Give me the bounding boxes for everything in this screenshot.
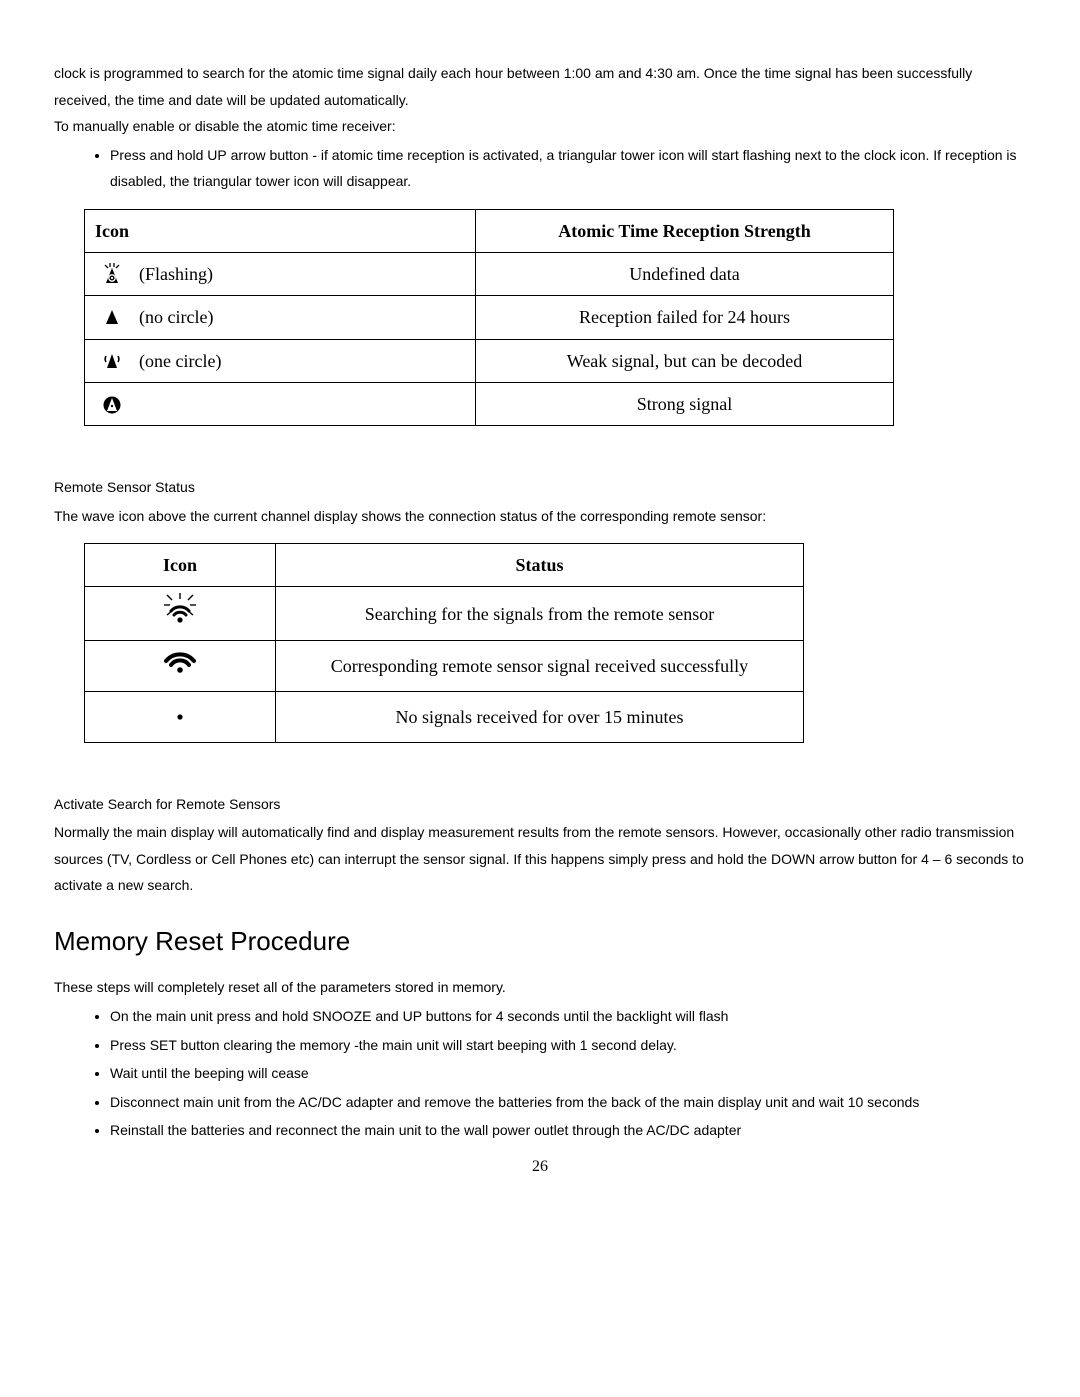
table-row: (Flashing) Undefined data bbox=[85, 253, 894, 296]
text-snooze: SNOOZE bbox=[312, 1008, 371, 1024]
text-up: UP bbox=[403, 1008, 422, 1024]
cell: No signals received for over 15 minutes bbox=[276, 691, 804, 742]
cell: Reception failed for 24 hours bbox=[476, 296, 894, 339]
text-up: UP bbox=[207, 147, 226, 163]
cell: Strong signal bbox=[476, 382, 894, 425]
paragraph: clock is programmed to search for the at… bbox=[54, 60, 1026, 113]
icon-note: (Flashing) bbox=[139, 257, 213, 291]
atomic-reception-table: Icon Atomic Time Reception Strength bbox=[84, 209, 894, 426]
table-row: (one circle) Weak signal, but can be dec… bbox=[85, 339, 894, 382]
list-item: Reinstall the batteries and reconnect th… bbox=[110, 1117, 1026, 1144]
list-item: Press and hold UP arrow button - if atom… bbox=[110, 142, 1026, 195]
text-down: DOWN bbox=[771, 851, 815, 867]
table-row: Corresponding remote sensor signal recei… bbox=[85, 641, 804, 691]
tower-flashing-icon bbox=[99, 263, 125, 285]
table-header: Status bbox=[276, 544, 804, 587]
text: On the main unit press and hold bbox=[110, 1008, 312, 1024]
tower-onecircle-icon bbox=[99, 351, 125, 371]
cell: Corresponding remote sensor signal recei… bbox=[276, 641, 804, 691]
text: button clearing the memory -the main uni… bbox=[177, 1037, 677, 1053]
wave-none-icon bbox=[153, 699, 207, 723]
text-set: SET bbox=[150, 1037, 177, 1053]
table-header: Icon bbox=[85, 544, 276, 587]
list-item: Press SET button clearing the memory -th… bbox=[110, 1032, 1026, 1059]
cell: Undefined data bbox=[476, 253, 894, 296]
tower-strong-icon bbox=[99, 394, 125, 414]
text: Press and hold bbox=[110, 147, 207, 163]
paragraph: The wave icon above the current channel … bbox=[54, 503, 1026, 530]
subheading: Remote Sensor Status bbox=[54, 474, 1026, 501]
remote-sensor-table: Icon Status bbox=[84, 543, 804, 743]
page-number: 26 bbox=[54, 1152, 1026, 1182]
paragraph: To manually enable or disable the atomic… bbox=[54, 113, 1026, 140]
table-row: Strong signal bbox=[85, 382, 894, 425]
list-item: Disconnect main unit from the AC/DC adap… bbox=[110, 1089, 1026, 1116]
paragraph: Normally the main display will automatic… bbox=[54, 819, 1026, 899]
table-header: Atomic Time Reception Strength bbox=[476, 209, 894, 252]
text: Press bbox=[110, 1037, 150, 1053]
table-header: Icon bbox=[85, 209, 476, 252]
icon-note: (one circle) bbox=[139, 344, 221, 378]
list-item: Wait until the beeping will cease bbox=[110, 1060, 1026, 1087]
text: buttons for 4 seconds until the backligh… bbox=[422, 1008, 729, 1024]
paragraph: These steps will completely reset all of… bbox=[54, 974, 1026, 1001]
subheading: Activate Search for Remote Sensors bbox=[54, 791, 1026, 818]
cell: Searching for the signals from the remot… bbox=[276, 587, 804, 641]
cell: Weak signal, but can be decoded bbox=[476, 339, 894, 382]
wave-searching-icon bbox=[153, 591, 207, 625]
tower-nocircle-icon bbox=[99, 308, 125, 326]
list-item: On the main unit press and hold SNOOZE a… bbox=[110, 1003, 1026, 1030]
heading-memory-reset: Memory Reset Procedure bbox=[54, 917, 1026, 966]
icon-note: (no circle) bbox=[139, 300, 213, 334]
wave-received-icon bbox=[153, 645, 207, 675]
text: and bbox=[371, 1008, 402, 1024]
table-row: (no circle) Reception failed for 24 hour… bbox=[85, 296, 894, 339]
table-row: No signals received for over 15 minutes bbox=[85, 691, 804, 742]
text: arrow button - if atomic time reception … bbox=[110, 147, 1017, 190]
table-row: Searching for the signals from the remot… bbox=[85, 587, 804, 641]
